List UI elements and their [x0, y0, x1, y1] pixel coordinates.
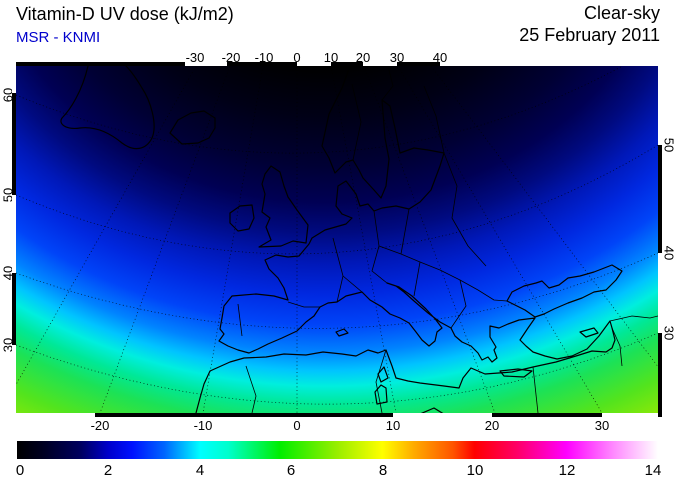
border-finland-russia	[423, 85, 445, 154]
colorbar-tick-labels: 0 2 4 6 8 10 12 14	[0, 462, 678, 479]
data-source-label: MSR - KNMI	[16, 29, 101, 46]
coast-iceland	[169, 110, 216, 145]
border-pyrenees	[287, 301, 320, 308]
bottom-axis-tick-0: 0	[293, 418, 301, 433]
bottom-axis-tick--20: -20	[90, 418, 110, 433]
border-morocco-algeria	[245, 365, 257, 413]
right-axis-tick-30: 30	[661, 325, 677, 341]
border-libya-egypt	[532, 366, 539, 413]
parallel-60n	[16, 66, 624, 154]
coast-balearics	[335, 328, 349, 337]
coast-greenland	[60, 66, 155, 150]
meridian-30w	[16, 66, 197, 386]
top-axis-tick--10: -10	[254, 50, 274, 65]
coast-cyprus	[579, 327, 599, 338]
bottom-axis-tick-10: 10	[385, 418, 401, 433]
map-canvas	[16, 66, 658, 413]
border-balkans-west	[413, 261, 421, 297]
uv-dose-field	[16, 66, 658, 413]
top-longitude-axis: -30 -20 -10 0 10 20 30 40	[0, 50, 678, 65]
colorbar-tick-6: 6	[286, 462, 296, 479]
coast-corsica	[377, 366, 389, 383]
coast-crete	[499, 368, 533, 378]
top-axis-tick--20: -20	[221, 50, 241, 65]
border-algeria-tunisia	[375, 349, 387, 413]
border-germany-poland	[373, 208, 410, 255]
parallel-40n	[16, 252, 658, 329]
coast-sardinia	[374, 384, 388, 405]
coastlines	[60, 66, 623, 413]
bottom-axis-tick--10: -10	[193, 418, 213, 433]
border-portugal-spain	[237, 303, 243, 337]
colorbar-tick-8: 8	[378, 462, 388, 479]
graticule-meridians	[16, 66, 658, 413]
top-axis-tick-40: 40	[432, 50, 448, 65]
colorbar-tick-4: 4	[195, 462, 205, 479]
coast-great-britain	[258, 165, 309, 248]
top-axis-tick-10: 10	[323, 50, 339, 65]
bottom-axis-tick-20: 20	[484, 418, 500, 433]
colorbar-tick-12: 12	[558, 462, 576, 479]
coast-mainland-europe-africa	[195, 66, 616, 413]
border-alps-italy	[342, 275, 363, 293]
map-frame-bottom	[12, 413, 662, 417]
coast-black-sea	[506, 264, 623, 318]
colorbar-tick-14: 14	[644, 462, 662, 479]
uv-dose-map	[16, 66, 658, 413]
coast-sicily	[420, 407, 444, 413]
border-baltic-russia	[443, 152, 487, 267]
country-borders	[237, 66, 658, 413]
top-axis-tick-0: 0	[293, 50, 301, 65]
bottom-axis-tick-30: 30	[594, 418, 610, 433]
colorbar	[17, 441, 658, 459]
coast-ireland	[229, 204, 255, 232]
top-axis-tick-30: 30	[389, 50, 405, 65]
map-frame-top	[12, 62, 662, 66]
meridian-20e	[363, 66, 496, 413]
meridian-30e	[397, 66, 603, 413]
border-austria-italy	[371, 245, 388, 284]
border-sweden-finland	[381, 66, 394, 101]
border-norway-sweden	[351, 83, 362, 161]
border-levant	[611, 327, 623, 367]
colorbar-tick-0: 0	[15, 462, 25, 479]
bottom-longitude-axis: -20 -10 0 10 20 30	[0, 418, 678, 433]
right-axis-tick-40: 40	[661, 245, 677, 261]
colorbar-tick-2: 2	[103, 462, 113, 479]
sky-condition-label: Clear-sky	[583, 3, 660, 23]
meridian-20w	[99, 66, 231, 413]
graticule-parallels	[16, 66, 658, 405]
page-title: Vitamin-D UV dose (kJ/m2)	[16, 4, 234, 24]
map-frame-right	[658, 62, 662, 417]
date-label: 25 February 2011	[519, 25, 660, 45]
border-balkans-south	[450, 279, 467, 329]
right-axis-tick-50: 50	[661, 137, 677, 153]
colorbar-tick-10: 10	[466, 462, 484, 479]
parallel-30n	[16, 332, 658, 405]
meridian-10e	[330, 66, 397, 413]
map-frame-left	[12, 62, 16, 417]
border-turkey-syria	[609, 315, 658, 322]
top-axis-tick--30: -30	[185, 50, 205, 65]
top-axis-tick-20: 20	[355, 50, 371, 65]
meridian-40e	[430, 66, 658, 368]
